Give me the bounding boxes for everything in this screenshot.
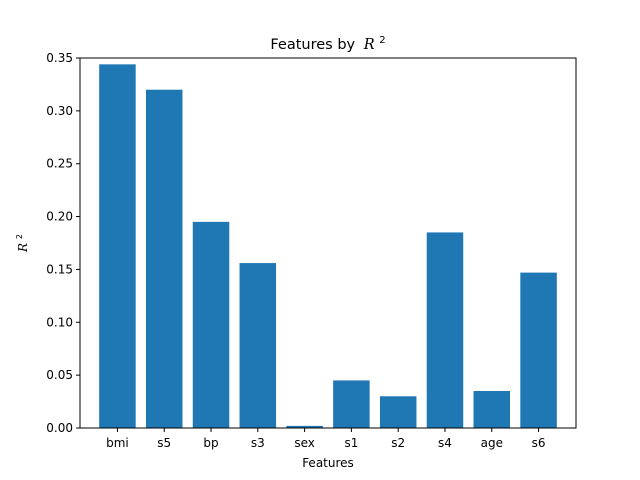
plot-frame bbox=[79, 57, 577, 429]
y-axis-label: R 2 bbox=[15, 234, 30, 253]
x-tick-label-s2: s2 bbox=[391, 436, 405, 450]
y-tick-label: 0.20 bbox=[46, 210, 73, 224]
chart-title-math: R bbox=[363, 37, 375, 53]
bars-group bbox=[99, 64, 557, 428]
x-tick-label-s6: s6 bbox=[532, 436, 546, 450]
y-tick-label: 0.25 bbox=[46, 157, 73, 171]
y-tick-label: 0.00 bbox=[46, 421, 73, 435]
x-tick-label-bp: bp bbox=[203, 436, 218, 450]
x-ticks-group: bmi s5 bp s3 sex s1 s2 s4 age s6 bbox=[106, 428, 546, 450]
bar-s4 bbox=[426, 232, 464, 428]
bar-s6 bbox=[520, 272, 557, 428]
y-tick-label: 0.35 bbox=[46, 51, 73, 65]
chart-title-exponent: 2 bbox=[379, 35, 385, 46]
bar-age bbox=[473, 391, 511, 428]
y-tick-label: 0.05 bbox=[46, 368, 73, 382]
bar-bmi bbox=[99, 64, 136, 428]
x-tick-label-s3: s3 bbox=[251, 436, 265, 450]
chart-title: Features by R 2 bbox=[270, 35, 385, 53]
bar-s3 bbox=[239, 263, 277, 428]
bar-s2 bbox=[379, 396, 417, 428]
x-tick-label-s4: s4 bbox=[438, 436, 452, 450]
y-tick-label: 0.15 bbox=[46, 262, 73, 276]
x-tick-label-s5: s5 bbox=[157, 436, 171, 450]
x-axis-label: Features bbox=[302, 456, 354, 470]
y-axis-label-exponent: 2 bbox=[15, 234, 24, 239]
bar-sex bbox=[286, 425, 323, 428]
bar-bp bbox=[192, 221, 230, 428]
x-tick-label-age: age bbox=[481, 436, 503, 450]
bar-s1 bbox=[333, 380, 370, 428]
y-tick-label: 0.30 bbox=[46, 104, 73, 118]
y-ticks-group: 0.00 0.05 0.10 0.15 0.20 0.25 0.30 0.35 bbox=[46, 51, 80, 435]
chart-title-text: Features by bbox=[270, 37, 355, 53]
y-axis-label-math: R bbox=[16, 243, 30, 253]
bar-s5 bbox=[145, 89, 183, 428]
x-tick-label-sex: sex bbox=[294, 436, 315, 450]
x-tick-label-bmi: bmi bbox=[106, 436, 129, 450]
y-tick-label: 0.10 bbox=[46, 315, 73, 329]
x-tick-label-s1: s1 bbox=[344, 436, 358, 450]
